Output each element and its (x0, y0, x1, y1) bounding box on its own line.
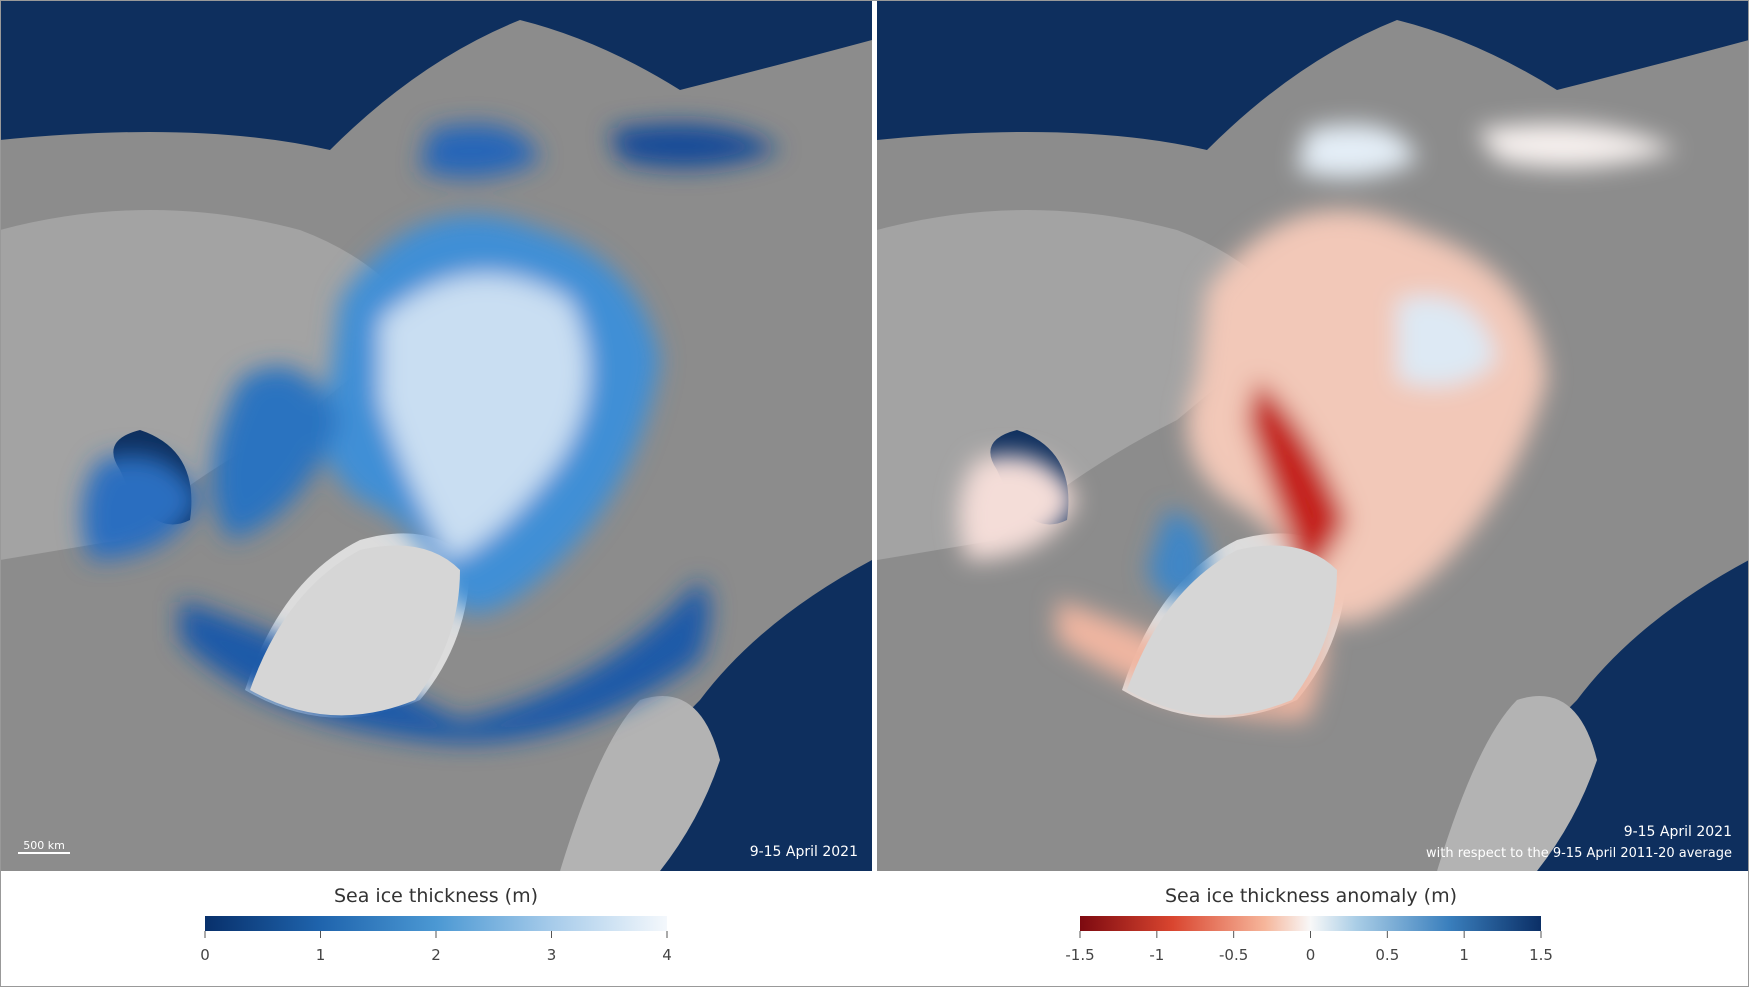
colorbar-tick-label: 1.5 (1529, 946, 1553, 964)
anomaly-map: 9-15 April 2021 with respect to the 9-15… (877, 0, 1749, 871)
colorbar-tick-label: 1 (316, 946, 326, 964)
colorbar-tick-label: 1 (1459, 946, 1469, 964)
colorbar-tick-label: 4 (662, 946, 672, 964)
reference-note: with respect to the 9-15 April 2011-20 a… (1426, 846, 1732, 861)
colorbar-tick-label: -0.5 (1219, 946, 1248, 964)
colorbar-tick-label: 2 (431, 946, 441, 964)
colorbar (205, 916, 667, 931)
colorbar-tick-label: -1 (1149, 946, 1164, 964)
colorbar-tick-label: 0 (200, 946, 210, 964)
colorbar-title: Sea ice thickness anomaly (m) (1165, 885, 1457, 907)
colorbar-tick-label: 3 (547, 946, 557, 964)
scale-label: 500 km (23, 839, 65, 852)
date-label: 9-15 April 2021 (1624, 824, 1732, 840)
colorbar-tick-label: 0.5 (1375, 946, 1399, 964)
colorbar-tick-label: 0 (1306, 946, 1316, 964)
thickness-map: 500 km 9-15 April 2021 (0, 0, 872, 871)
colorbar-tick-label: -1.5 (1065, 946, 1094, 964)
colorbar-title: Sea ice thickness (m) (334, 885, 538, 907)
colorbar (1080, 916, 1541, 931)
date-label: 9-15 April 2021 (750, 844, 858, 860)
